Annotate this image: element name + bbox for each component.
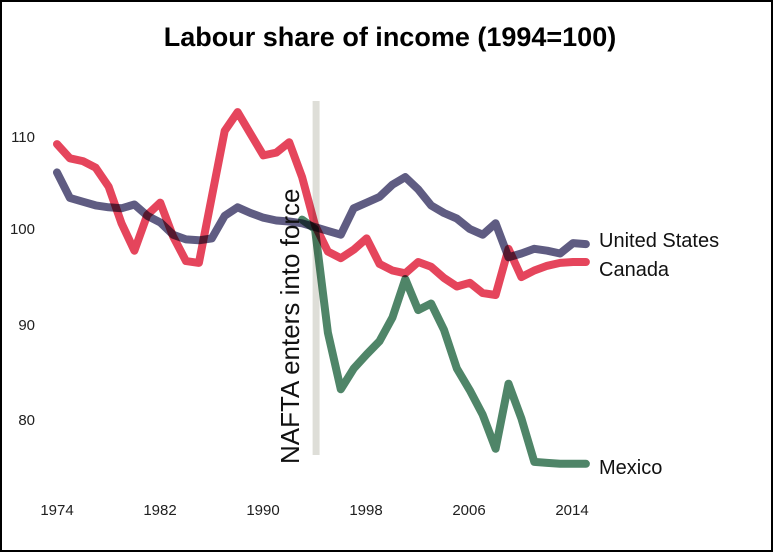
chart-title: Labour share of income (1994=100) <box>164 22 616 52</box>
x-tick-1998: 1998 <box>349 502 382 519</box>
x-tick-1974: 1974 <box>40 502 73 519</box>
x-tick-2006: 2006 <box>452 502 485 519</box>
series-label-united-states: United States <box>599 230 719 252</box>
y-tick-110: 110 <box>11 129 35 146</box>
x-tick-1982: 1982 <box>143 502 176 519</box>
series-label-canada: Canada <box>599 259 670 281</box>
x-tick-2014: 2014 <box>555 502 588 519</box>
y-tick-100: 100 <box>10 221 35 238</box>
line-mexico <box>298 215 590 468</box>
nafta-event-line <box>312 101 320 455</box>
line-canada <box>53 108 590 299</box>
y-tick-80: 80 <box>18 412 35 429</box>
series-label-mexico: Mexico <box>599 457 662 479</box>
y-tick-90: 90 <box>18 317 35 334</box>
nafta-annotation-label: NAFTA enters into force <box>275 188 305 464</box>
x-tick-1990: 1990 <box>246 502 279 519</box>
